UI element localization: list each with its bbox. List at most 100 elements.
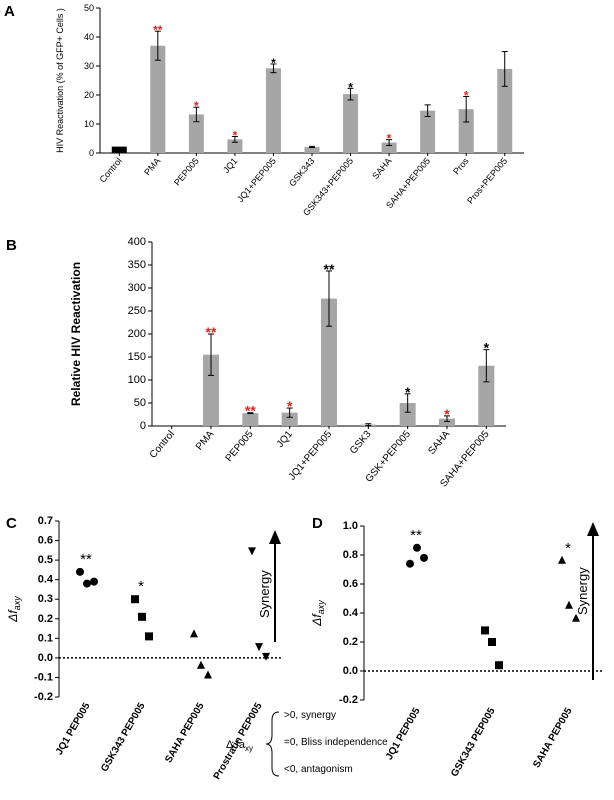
y-tick-label: 40: [84, 32, 94, 42]
category-label: PEP005: [172, 156, 201, 188]
category-label: JQ1 PEP005: [54, 701, 93, 757]
category-label: SAHA PEP005: [163, 701, 206, 765]
y-tick-label: 0.3: [38, 593, 53, 605]
y-tick-label: 0.0: [38, 652, 53, 664]
category-label: Control: [97, 156, 123, 185]
bar: [497, 68, 513, 153]
point: [190, 629, 198, 638]
significance-star: *: [484, 340, 490, 356]
legend-line-antagonism: <0, antagonism: [284, 764, 353, 775]
category-label: GSK3: [348, 429, 374, 457]
point: [488, 638, 496, 646]
panel-letter-d: D: [312, 515, 323, 532]
synergy-label-d: Synergy: [575, 567, 590, 615]
y-tick-label: -0.2: [339, 694, 358, 706]
bar: [242, 413, 259, 426]
significance-star: *: [348, 80, 353, 94]
y-tick-label: 20: [84, 90, 94, 100]
significance-star: *: [287, 398, 293, 414]
y-tick-label: 0.6: [38, 535, 53, 547]
bar: [111, 146, 127, 153]
category-label: SAHA PEP005: [531, 706, 574, 770]
y-tick-label: 0: [89, 148, 94, 158]
significance-star: *: [444, 406, 450, 422]
bar: [150, 45, 166, 154]
legend-line-synergy: >0, synergy: [284, 710, 336, 721]
point: [255, 643, 263, 652]
category-label: Control: [148, 429, 177, 461]
y-tick-label: 1.0: [343, 520, 358, 532]
significance-star: **: [410, 527, 422, 544]
category-label: PEP005: [224, 429, 256, 465]
y-axis-label: Δfaxy: [6, 596, 22, 623]
point: [495, 661, 503, 670]
significance-star: *: [233, 128, 238, 142]
significance-star: **: [80, 551, 92, 568]
point: [262, 652, 270, 661]
bar: [227, 139, 243, 153]
category-label: JQ1 PEP005: [384, 706, 423, 762]
bar: [304, 146, 320, 153]
bar: [265, 68, 281, 153]
legend-line-bliss: =0, Bliss independence: [284, 737, 388, 748]
point: [572, 613, 580, 622]
point: [406, 559, 414, 568]
point: [90, 577, 98, 586]
significance-star: **: [206, 324, 217, 340]
y-tick-label: 400: [128, 236, 146, 248]
panel-letter-a: A: [4, 3, 15, 20]
point: [204, 670, 212, 679]
y-tick-label: 200: [128, 328, 146, 340]
y-tick-label: 0.5: [38, 554, 53, 566]
bar: [478, 365, 495, 426]
legend-symbol: Δ faxy: [226, 739, 253, 753]
y-tick-label: 150: [128, 351, 146, 363]
point: [565, 600, 573, 609]
significance-star: *: [138, 578, 144, 595]
category-label: Pros: [451, 155, 471, 176]
bar: [399, 403, 416, 426]
bar: [420, 110, 436, 153]
legend-brace: [265, 711, 280, 777]
y-axis-label: Relative HIV Reactivation: [69, 262, 83, 406]
synergy-arrow-c: Synergy: [257, 530, 281, 642]
point: [131, 595, 139, 604]
category-label: SAHA: [426, 429, 452, 457]
bar: [188, 114, 204, 153]
y-tick-label: -0.2: [34, 691, 53, 703]
y-axis-label: Δfaxy: [310, 600, 326, 627]
y-tick-label: 10: [84, 119, 94, 129]
chart-a: 0 10 20 30 40 50 HIV Reactivation (% of GFP+ C…: [55, 3, 524, 218]
y-tick-label: 0.8: [343, 549, 358, 561]
category-label: JQ1: [275, 429, 295, 450]
point: [138, 612, 146, 621]
point: [558, 555, 566, 564]
category-label: GSK343 PEP005: [449, 706, 498, 779]
y-tick-label: 0.1: [38, 632, 53, 644]
significance-star: **: [153, 23, 163, 37]
significance-star: **: [245, 403, 256, 419]
bar: [439, 418, 455, 426]
bar: [281, 412, 298, 426]
bar: [321, 298, 337, 426]
y-tick-label: 0.7: [38, 515, 53, 527]
point: [481, 626, 489, 635]
y-tick-label: 0.2: [343, 636, 358, 648]
synergy-label-c: Synergy: [257, 570, 272, 618]
y-tick-label: 0.4: [38, 574, 54, 586]
category-label: JQ1+PEP005: [235, 156, 278, 204]
y-tick-label: 50: [84, 3, 94, 13]
y-tick-label: 250: [128, 305, 146, 317]
y-tick-label: 0.4: [343, 607, 359, 619]
bar: [458, 109, 474, 153]
chart-b: 0 50 100 150 200 250 300 350 400 Relative HIV Rea…: [69, 236, 506, 489]
category-label: GSK343 PEP005: [99, 701, 148, 774]
panel-letter-b: B: [6, 237, 17, 254]
y-tick-label: 30: [84, 61, 94, 71]
y-tick-label: 300: [128, 282, 146, 294]
bar: [343, 94, 359, 153]
significance-star: *: [405, 384, 411, 400]
point: [248, 547, 256, 556]
y-tick-label: 50: [134, 397, 146, 409]
